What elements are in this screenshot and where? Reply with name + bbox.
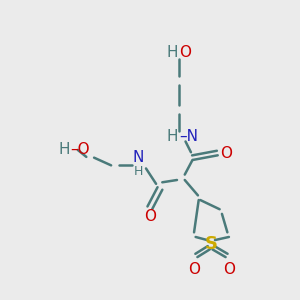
Text: –N: –N bbox=[179, 129, 198, 144]
Text: O: O bbox=[188, 262, 200, 277]
Text: –O: –O bbox=[70, 142, 90, 158]
Text: O: O bbox=[220, 146, 232, 160]
Text: O: O bbox=[223, 262, 235, 277]
Text: H: H bbox=[166, 45, 178, 60]
Text: O: O bbox=[179, 45, 191, 60]
Text: H: H bbox=[134, 165, 143, 178]
Text: N: N bbox=[133, 150, 144, 165]
Text: S: S bbox=[205, 235, 218, 253]
Text: H: H bbox=[58, 142, 70, 158]
Text: O: O bbox=[144, 209, 156, 224]
Text: H: H bbox=[166, 129, 178, 144]
